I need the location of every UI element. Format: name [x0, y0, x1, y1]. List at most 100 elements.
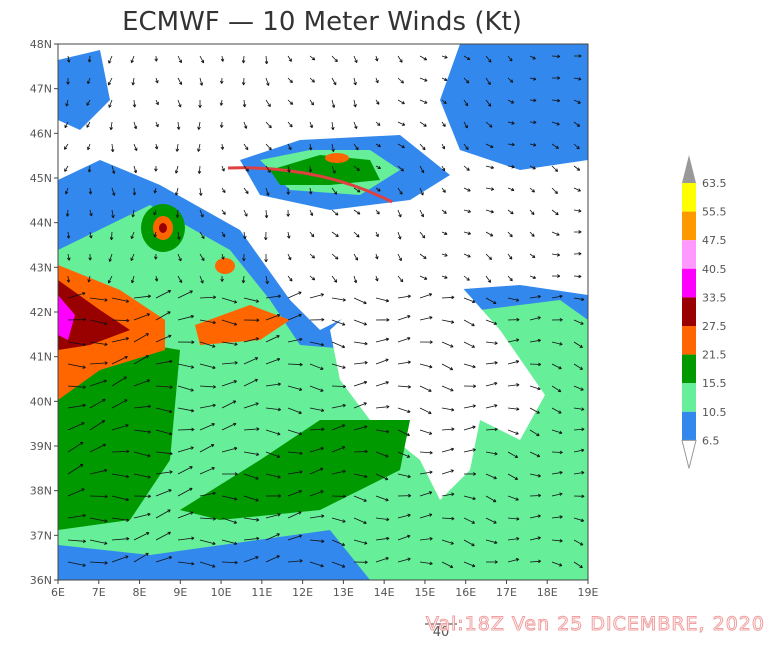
wind-arrow [221, 319, 238, 326]
wind-arrow [265, 275, 269, 285]
wind-arrow [309, 427, 325, 432]
wind-arrow [331, 99, 336, 108]
wind-arrow [130, 253, 135, 261]
wind-arrow [65, 209, 70, 217]
wind-arrow [485, 560, 498, 564]
wind-arrow [507, 253, 513, 260]
wind-arrow [154, 165, 158, 172]
wind-arrow [397, 429, 410, 437]
wind-arrow [573, 363, 583, 370]
lat-label: 38N [30, 485, 52, 498]
wind-arrow [89, 539, 108, 545]
wind-arrow [353, 99, 357, 108]
wind-arrow [485, 121, 493, 128]
wind-arrow [573, 143, 580, 150]
wind-arrow [529, 143, 537, 147]
wind-arrow [331, 363, 346, 369]
wind-arrow [89, 379, 107, 387]
wind-arrow [111, 423, 129, 431]
wind-arrow [111, 209, 115, 219]
wind-arrow [199, 385, 217, 389]
wind-arrow [397, 275, 404, 283]
wind-arrow [242, 253, 246, 262]
wind-arrow [67, 422, 85, 431]
wind-arrow [485, 143, 494, 149]
wind-arrow [243, 556, 259, 563]
wind-arrow [507, 495, 519, 501]
wind-arrow [353, 187, 361, 193]
wind-arrow [309, 467, 324, 475]
lat-label: 41N [30, 351, 52, 364]
wind-arrow [177, 253, 182, 262]
wind-arrow [419, 99, 428, 104]
wind-arrow [463, 209, 472, 213]
wind-arrow [441, 77, 448, 82]
wind-arrow [243, 427, 260, 431]
wind-arrow [133, 404, 151, 409]
wind-arrow [529, 536, 541, 541]
wind-arrow [573, 99, 581, 104]
lon-label: 6E [51, 586, 65, 599]
wind-arrow [573, 517, 585, 522]
wind-arrow [309, 561, 324, 568]
colorbar-swatch [682, 411, 696, 441]
wind-arrow [243, 517, 260, 522]
colorbar-swatch [682, 383, 696, 412]
wind-arrow [507, 451, 519, 458]
wind-arrow [265, 382, 281, 387]
wind-arrow [529, 385, 541, 391]
wind-arrow [419, 165, 425, 174]
wind-arrow [177, 55, 182, 64]
map-title: ECMWF — 10 Meter Winds (Kt) [122, 7, 522, 37]
wind-arrow [243, 378, 259, 387]
lat-label: 45N [30, 172, 52, 185]
wind-arrow [507, 297, 520, 302]
wind-arrow [221, 165, 225, 172]
wind-arrow [132, 187, 137, 196]
wind-arrow [397, 557, 411, 563]
wind-arrow [111, 473, 130, 479]
wind-arrow [375, 209, 380, 215]
wind-arrow [463, 495, 476, 501]
wind-arrow [573, 251, 582, 256]
wind-arrow [485, 495, 497, 503]
wind-arrow [287, 385, 303, 391]
wind-arrow [551, 470, 563, 475]
wind-arrow [199, 363, 216, 370]
wind-arrow [265, 494, 282, 498]
wind-arrow [66, 55, 71, 63]
lat-label: 36N [30, 574, 52, 587]
wind-arrow [265, 77, 270, 86]
wind-arrow [419, 470, 433, 475]
colorbar-label: 63.5 [702, 177, 727, 190]
wind-arrow [397, 493, 412, 498]
wind-arrow [463, 231, 472, 235]
lon-label: 10E [211, 586, 232, 599]
wind-arrow [221, 187, 226, 194]
wind-arrow [133, 512, 151, 519]
wind-arrow [573, 494, 585, 499]
wind-arrow [309, 363, 324, 370]
wind-arrow [155, 121, 159, 128]
wind-arrow [353, 560, 368, 565]
wind-arrow [529, 77, 537, 81]
wind-arrow [89, 443, 107, 453]
wind-arrow [133, 379, 151, 387]
wind-arrow [309, 77, 315, 83]
wind-arrow [177, 536, 195, 541]
wind-arrow [353, 121, 358, 130]
wind-arrow [221, 422, 237, 431]
wind-arrow [111, 399, 128, 409]
lat-label: 44N [30, 217, 52, 230]
wind-arrow [529, 473, 541, 478]
wind-arrow [89, 468, 108, 475]
wind-arrow [441, 187, 446, 193]
wind-arrow [397, 534, 411, 541]
wind-arrow [441, 341, 454, 348]
wind-arrow [353, 425, 368, 431]
wind-arrow [130, 275, 135, 284]
wind-arrow [111, 555, 129, 563]
lon-label: 7E [92, 586, 106, 599]
wind-arrow [331, 55, 338, 63]
wind-arrow [375, 318, 390, 322]
